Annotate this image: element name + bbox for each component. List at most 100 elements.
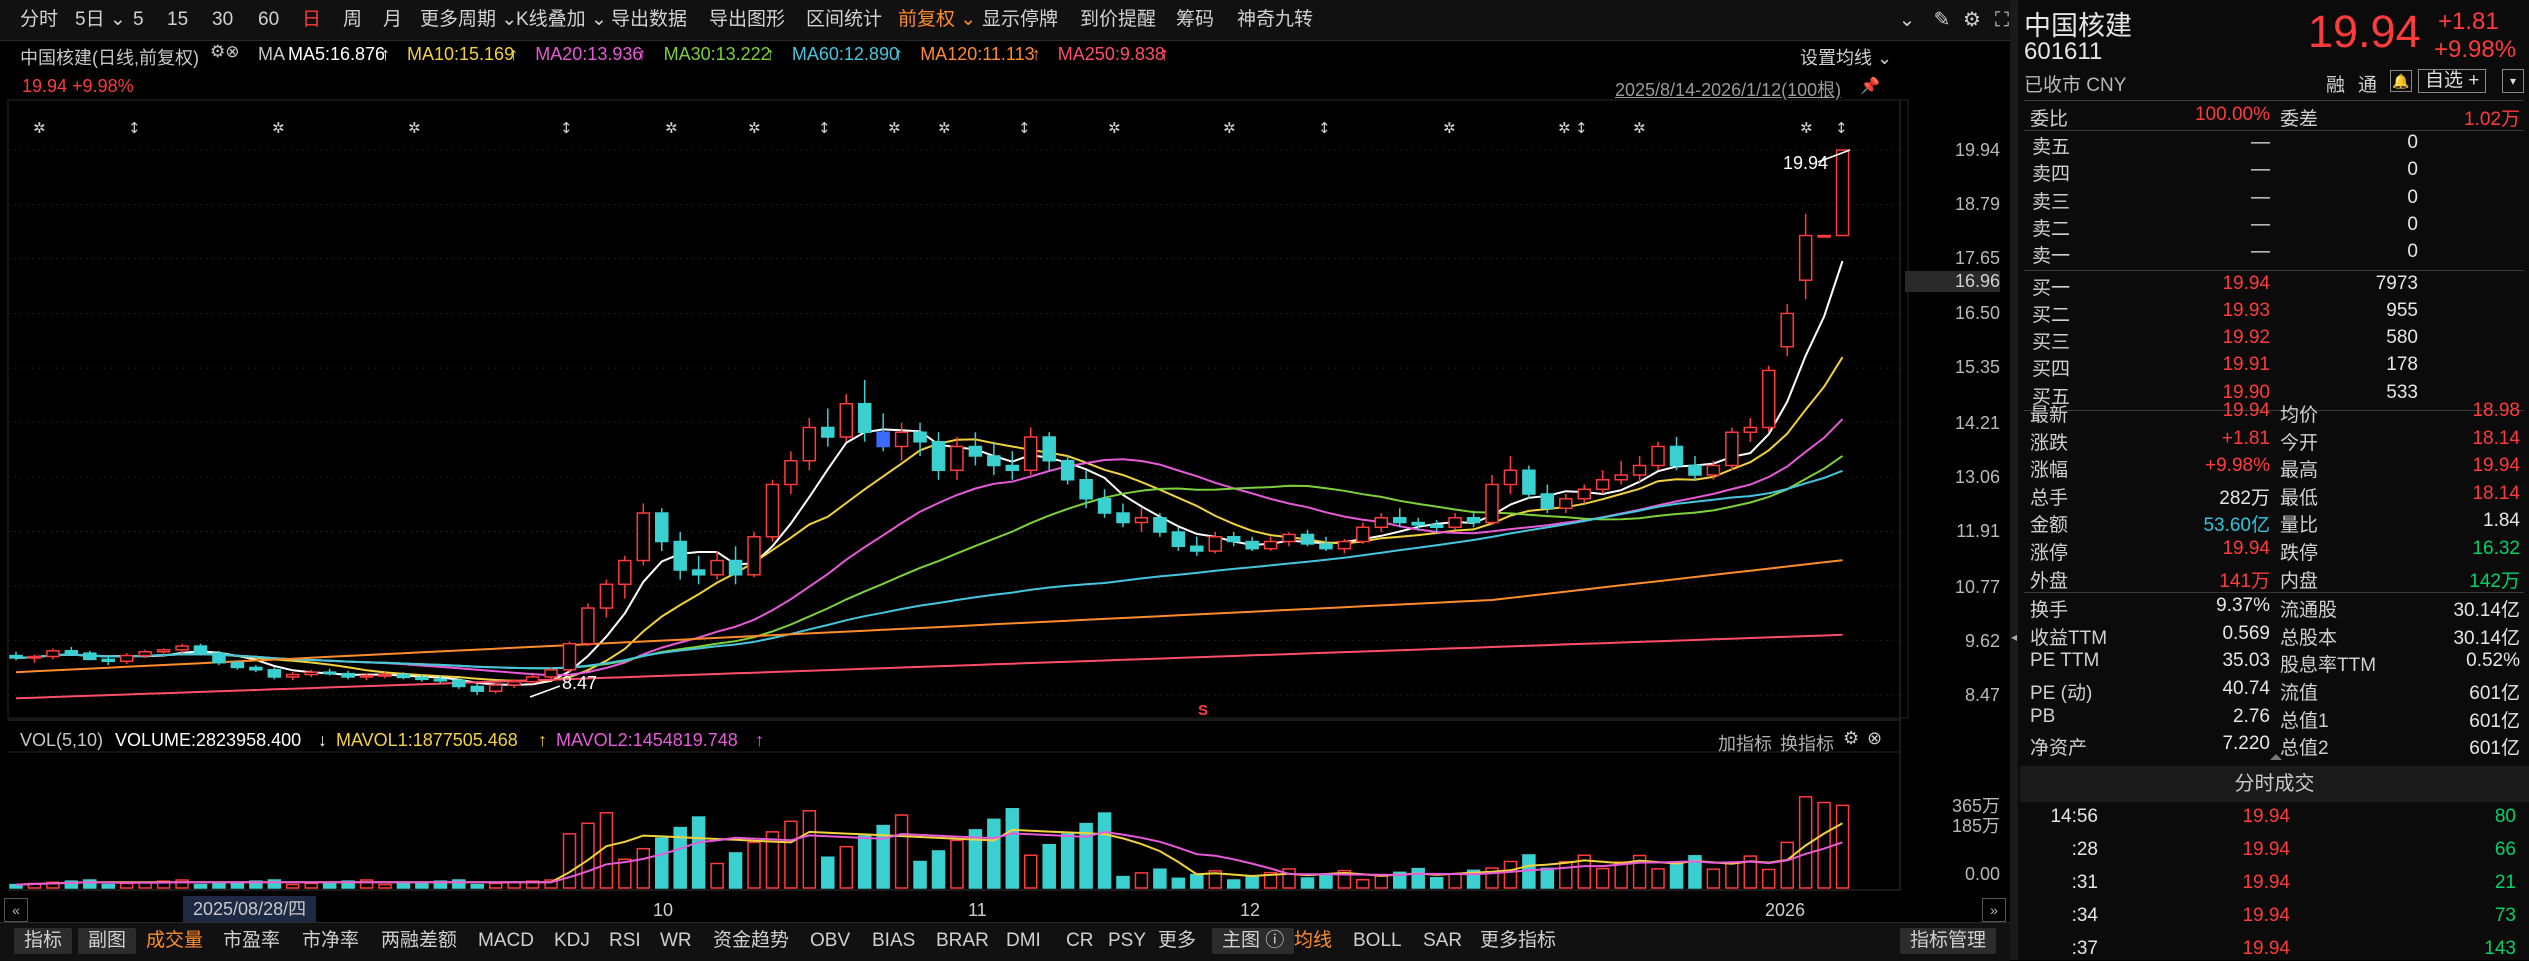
tab-more-indicators[interactable]: 更多指标 [1480,930,1557,951]
date-range-label[interactable]: 2025/8/14-2026/1/12(100根) [1615,80,1842,100]
ma250-line [15,633,1843,700]
volume-bar [1540,867,1555,889]
tab-kdj[interactable]: KDJ [554,930,590,951]
show-suspension-button[interactable]: 显示停牌 [982,9,1059,30]
add-indicator-button[interactable]: 加指标 [1718,734,1772,754]
ma-value-6: MA250:9.838 [1057,44,1165,64]
tab-wr[interactable]: WR [660,930,692,951]
bell-icon[interactable]: 🔔 [2390,70,2412,92]
magic-nine-button[interactable]: 神奇九转 [1237,9,1314,30]
candle [1540,493,1555,510]
panel-divider[interactable] [2010,0,2018,960]
orderbook-volume: 178 [2386,354,2418,376]
tab-main-chart[interactable]: 主图 ⓘ [1212,928,1295,954]
tab-rsi[interactable]: RSI [609,930,641,951]
candle [1448,517,1462,529]
volume-bar [64,880,79,889]
scroll-left-icon[interactable]: « [4,898,28,922]
indicator-manager-button[interactable]: 指标管理 [1900,928,1997,954]
price-alert-button[interactable]: 到价提醒 [1080,9,1157,30]
settings-gear-icon[interactable]: ⚙⊗ [210,42,240,61]
stat-label: 外盘 [2030,570,2069,592]
tab-volume[interactable]: 成交量 [146,930,204,951]
candle [581,607,595,645]
event-marker: ✲ [748,119,761,137]
tab-fund-trend[interactable]: 资金趋势 [713,930,790,951]
kline-chart[interactable]: ✲ ↕ ✲ ✲ ↕ ✲ ✲ ↕ ✲ ✲ ↕ ✲ ✲ ↕ ✲ ✲ ↕ ✲ ✲ ↕ [0,0,2010,960]
tab-bias[interactable]: BIAS [872,930,916,951]
close-icon[interactable]: ⊗ [1867,728,1883,748]
stat-label: 净资产 [2030,738,2088,760]
orderbook-level-label: 卖四 [2032,164,2071,186]
volume-bar [1559,861,1573,889]
tab-more[interactable]: 更多 [1158,930,1197,951]
dropdown-icon[interactable]: ▾ [2502,69,2524,93]
volume-bar [950,839,964,889]
scroll-right-icon[interactable]: » [1982,898,2006,922]
draw-pen-icon[interactable]: ✎ [1933,9,1951,31]
chevron-down-icon: ⌄ [496,9,518,30]
tab-5min[interactable]: 5 [133,9,144,30]
tab-pb[interactable]: 市净率 [302,930,360,951]
kline-overlay-button[interactable]: K线叠加 ⌄ [516,0,607,40]
candle [212,652,226,664]
tab-obv[interactable]: OBV [810,930,851,951]
orderbook-price: 19.92 [2222,327,2270,349]
collapse-panel-icon[interactable]: ◂ [2011,630,2018,644]
tab-margin[interactable]: 两融差额 [381,930,458,951]
tab-cr[interactable]: CR [1066,930,1094,951]
tab-ma[interactable]: 均线 [1294,930,1333,951]
low-arrow [529,685,561,698]
ticks-title[interactable]: 分时成交 [2020,766,2529,802]
stat-label: 收益TTM [2030,627,2108,649]
volume-bars [9,796,1850,889]
volume-bar [1614,861,1628,889]
tab-30min[interactable]: 30 [212,9,234,30]
low-annotation: 8.47 [562,673,598,693]
tab-intraday[interactable]: 分时 [20,9,59,30]
tab-psy[interactable]: PSY [1108,930,1147,951]
fullscreen-icon[interactable]: ⛶ [1995,9,2009,31]
add-watchlist-button[interactable]: 自选 + [2418,69,2487,93]
pin-icon[interactable]: 📌 [1860,78,1880,95]
tab-brar[interactable]: BRAR [936,930,989,951]
tab-60min[interactable]: 60 [258,9,280,30]
candle [1337,540,1352,550]
settings-wrench-icon[interactable]: ⚙ [1963,9,1981,31]
ma-settings-button[interactable]: 设置均线 ⌄ [1800,44,1892,70]
collapse-up-icon[interactable] [2270,754,2282,760]
volume-bar [1429,876,1444,889]
stat-label: 最低 [2280,487,2319,509]
candle [747,536,761,576]
tab-boll[interactable]: BOLL [1353,930,1402,951]
stat-label: 流值 [2280,683,2319,704]
export-image-button[interactable]: 导出图形 [709,9,786,30]
stat-label: 最新 [2030,405,2069,426]
volume-bar [452,879,466,889]
tab-15min[interactable]: 15 [167,9,189,30]
tab-indicator[interactable]: 指标 [14,928,73,954]
gear-icon[interactable]: ⚙ [1843,728,1860,748]
orderbook-volume: 580 [2386,327,2418,349]
tab-5day[interactable]: 5日 ⌄ [75,0,126,40]
candle [1097,498,1112,514]
tab-dmi[interactable]: DMI [1006,930,1041,951]
volume-bar [618,858,632,889]
tab-subchart[interactable]: 副图 [78,928,137,954]
more-periods-button[interactable]: 更多周期 ⌄ [420,0,517,40]
volume-bar [1706,868,1721,889]
tab-weekly[interactable]: 周 [343,9,363,30]
adjust-forward-button[interactable]: 前复权 ⌄ [898,0,976,40]
tab-monthly[interactable]: 月 [383,9,403,30]
collapse-icon[interactable]: ⌄ [1898,9,1916,31]
chips-button[interactable]: 筹码 [1176,9,1215,30]
tab-sar[interactable]: SAR [1423,930,1463,951]
tab-macd[interactable]: MACD [478,930,534,951]
tab-daily[interactable]: 日 [302,9,322,30]
export-data-button[interactable]: 导出数据 [611,9,688,30]
tab-pe[interactable]: 市盈率 [223,930,281,951]
candle [1503,469,1518,486]
change-indicator-button[interactable]: 换指标 [1780,734,1834,754]
price-axis-label: 11.91 [1956,521,2000,541]
range-stats-button[interactable]: 区间统计 [806,9,883,30]
